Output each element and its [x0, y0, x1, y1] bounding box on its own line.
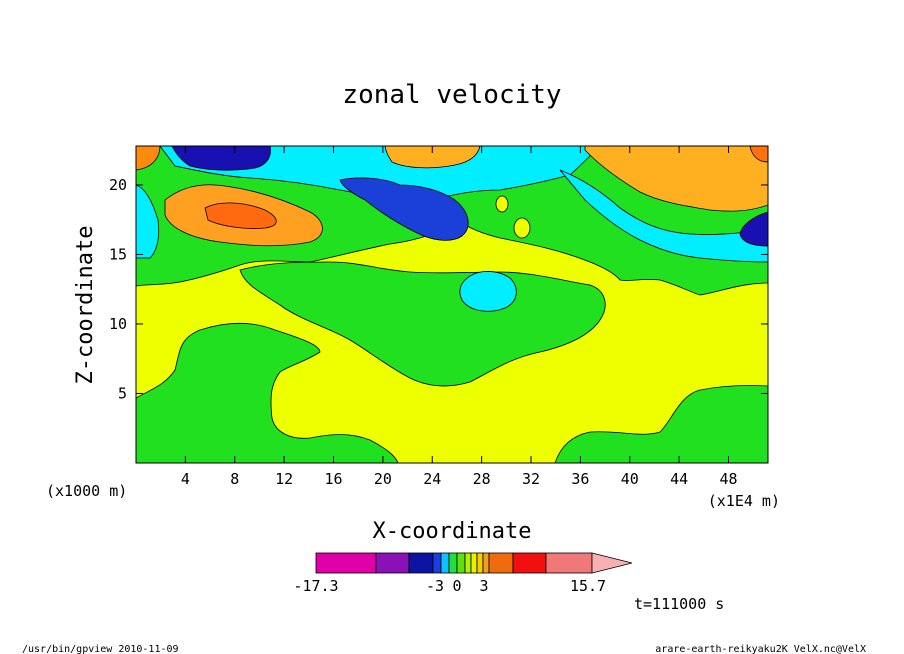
- colorbar-segment: [440, 552, 450, 574]
- x-tick-label: 20: [374, 470, 392, 488]
- x-tick-label: 40: [621, 470, 639, 488]
- x-axis-label: X-coordinate: [373, 519, 532, 544]
- contour-field: [136, 146, 768, 463]
- y-unit-label: (x1000 m): [46, 482, 127, 500]
- x-tick-label: 36: [571, 470, 589, 488]
- y-axis-label: Z-coordinate: [73, 226, 98, 385]
- region-small-blob-2: [513, 217, 531, 239]
- region-blue-top: [171, 146, 271, 171]
- region-green-lower-right: [554, 385, 768, 463]
- colorbar-segment: [545, 552, 593, 574]
- colorbar-segment: [470, 552, 478, 574]
- colorbar-segment: [408, 552, 434, 574]
- region-orange-top-mid: [384, 146, 481, 169]
- source-annotation: arare-earth-reikyaku2K_VelX.nc@VelX: [655, 644, 866, 654]
- y-axis: 5 10 15 20: [109, 176, 768, 402]
- chart-title: zonal velocity: [342, 80, 561, 110]
- colorbar: -17.3 -3 0 3 15.7: [293, 552, 633, 595]
- colorbar-segment: [432, 552, 442, 574]
- x-unit-label: (x1E4 m): [708, 492, 780, 510]
- region-green-lower-left: [136, 322, 399, 463]
- y-tick-label: 10: [109, 315, 127, 333]
- x-tick-label: 24: [423, 470, 441, 488]
- colorbar-segment: [512, 552, 547, 574]
- colorbar-segment: [448, 552, 458, 574]
- y-tick-label: 15: [109, 245, 127, 263]
- x-tick-label: 48: [719, 470, 737, 488]
- region-orange-left-core: [204, 202, 277, 229]
- colorbar-tick-label: 15.7: [570, 577, 606, 595]
- x-tick-label: 8: [230, 470, 239, 488]
- region-small-blob-1: [495, 195, 509, 213]
- colorbar-segment: [456, 552, 466, 574]
- colorbar-segment: [488, 552, 514, 574]
- y-tick-label: 5: [118, 384, 127, 402]
- colorbar-segment: [482, 552, 490, 574]
- x-axis: 4 8 12 16 20 24 28 32 36 40 44 48: [181, 146, 738, 488]
- colorbar-tick-label: -3: [426, 577, 444, 595]
- x-tick-label: 12: [275, 470, 293, 488]
- region-cyan-right: [559, 169, 768, 263]
- region-orange-top-right: [584, 146, 768, 212]
- colorbar-tick-label: -17.3: [293, 577, 338, 595]
- x-tick-label: 4: [181, 470, 190, 488]
- colorbar-segment: [476, 552, 484, 574]
- region-cyan-left: [136, 184, 160, 259]
- colorbar-tick-label: 3: [479, 577, 488, 595]
- colorbar-segment: [464, 552, 472, 574]
- region-orange-corner-right: [749, 146, 768, 163]
- time-annotation: t=111000 s: [634, 595, 724, 613]
- region-blue-right: [739, 211, 768, 247]
- colorbar-tick-label: 0: [452, 577, 461, 595]
- y-tick-label: 20: [109, 176, 127, 194]
- x-tick-label: 28: [473, 470, 491, 488]
- region-cyan-blob: [459, 271, 517, 312]
- program-annotation: /usr/bin/gpview 2010-11-09: [22, 644, 179, 654]
- x-tick-label: 44: [670, 470, 688, 488]
- colorbar-arrow: [591, 552, 633, 574]
- plot-frame: [135, 145, 769, 464]
- colorbar-segment: [375, 552, 410, 574]
- x-tick-label: 16: [324, 470, 342, 488]
- region-blue-upper-mid: [339, 177, 469, 241]
- x-tick-label: 32: [522, 470, 540, 488]
- colorbar-segment: [315, 552, 377, 574]
